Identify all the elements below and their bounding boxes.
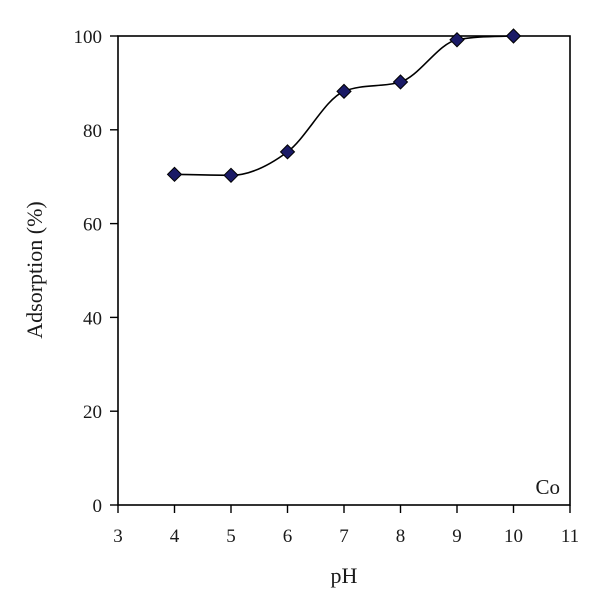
x-tick-label: 9	[452, 526, 462, 547]
x-tick-label: 7	[339, 526, 349, 547]
y-tick-label: 0	[93, 496, 103, 517]
data-point-marker	[505, 28, 522, 44]
data-point-marker	[336, 83, 352, 100]
y-tick-label: 40	[83, 308, 102, 329]
y-tick-label: 20	[83, 402, 102, 423]
x-tick-label: 10	[504, 526, 523, 547]
y-tick-label: 60	[83, 215, 102, 236]
x-axis-ticks: 3 4 5 6 7 8 9 10 11	[113, 505, 579, 547]
x-tick-label: 8	[396, 526, 406, 547]
data-point-marker	[392, 74, 409, 90]
x-tick-label: 3	[113, 526, 123, 547]
data-point-marker	[223, 167, 239, 184]
x-axis-title: pH	[331, 563, 358, 588]
plot-frame	[117, 35, 571, 506]
y-tick-label: 80	[83, 121, 102, 142]
y-axis-ticks: 0 20 40 60 80 100	[74, 27, 118, 517]
x-tick-label: 4	[170, 526, 180, 547]
y-tick-label: 100	[74, 27, 103, 48]
data-points	[166, 28, 522, 184]
annotation-label: Co	[535, 475, 560, 499]
data-point-marker	[449, 32, 465, 48]
data-point-marker	[279, 144, 296, 160]
x-tick-label: 6	[283, 526, 293, 547]
x-tick-label: 5	[226, 526, 236, 547]
data-point-marker	[166, 166, 183, 183]
y-axis-title: Adsorption (%)	[22, 201, 47, 338]
x-tick-label: 11	[561, 526, 579, 547]
series-line	[174, 35, 514, 177]
